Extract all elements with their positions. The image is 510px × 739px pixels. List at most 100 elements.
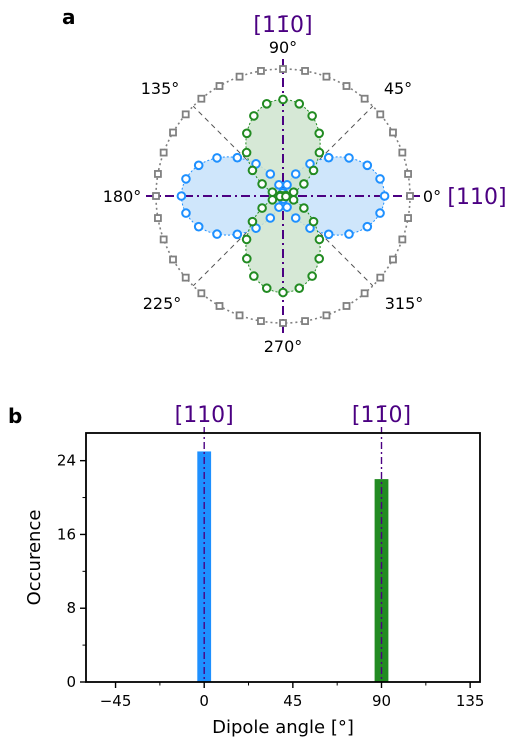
green-circle-marker <box>261 99 272 109</box>
blue-circle-marker <box>282 202 292 212</box>
green-circle-marker <box>314 147 325 158</box>
angle-label-270: 270° <box>264 337 303 356</box>
annotation-1-10: [11̄0] <box>253 13 312 38</box>
blue-circle-marker <box>212 229 222 239</box>
blue-circle-marker <box>265 169 276 179</box>
gray-square-marker <box>257 67 265 75</box>
angle-label-180: 180° <box>103 187 142 206</box>
polar-plot: 0° 45° 90° 135° 180° 225° 270° 315° [11̄0] [110] <box>103 13 507 356</box>
x-tick-label: −45 <box>100 692 132 710</box>
gray-square-marker <box>215 302 224 310</box>
gray-square-marker <box>376 110 385 119</box>
blue-circle-marker <box>323 152 334 163</box>
green-circle-marker <box>299 203 309 213</box>
green-circle-marker <box>308 165 319 176</box>
blue-circle-marker <box>193 221 204 232</box>
gray-square-marker <box>342 302 351 310</box>
green-circle-marker <box>249 111 259 121</box>
y-tick-label: 16 <box>57 525 76 543</box>
gray-square-marker <box>154 214 162 222</box>
green-circle-marker <box>247 216 258 227</box>
green-circle-marker <box>242 128 252 139</box>
green-circle-marker <box>267 195 278 205</box>
bar-chart: [110] [11̄0] −45 0 45 90 135 0 8 16 24 Dipole angle… <box>24 403 484 738</box>
green-circle-marker <box>247 165 258 176</box>
angle-label-90: 90° <box>269 38 297 57</box>
blue-circle-marker <box>375 174 385 184</box>
blue-circle-marker <box>323 229 334 240</box>
gray-square-marker <box>235 72 244 81</box>
x-tick-label: 135 <box>456 692 485 710</box>
gray-square-marker <box>257 317 265 325</box>
green-circle-marker <box>299 179 309 189</box>
green-circle-marker <box>261 283 272 293</box>
gray-square-marker <box>279 319 287 327</box>
green-circle-marker <box>241 147 252 158</box>
gray-square-marker <box>181 273 190 282</box>
gray-square-marker <box>360 94 369 103</box>
angle-label-0: 0° <box>423 187 441 206</box>
y-tick-label: 0 <box>66 673 76 691</box>
green-circle-marker <box>288 195 299 205</box>
y-tick-label: 8 <box>66 599 76 617</box>
blue-circle-marker <box>344 229 354 239</box>
blue-circle-marker <box>232 152 243 163</box>
gray-square-marker <box>154 170 162 178</box>
green-circle-marker <box>288 187 299 197</box>
green-circle-marker <box>241 234 252 245</box>
green-circle-marker <box>294 283 305 293</box>
green-circle-marker <box>314 234 325 245</box>
blue-circle-marker <box>212 153 222 163</box>
guide-label: [110] <box>175 403 234 428</box>
blue-circle-marker <box>232 229 243 240</box>
blue-circle-marker <box>265 213 276 223</box>
gray-square-marker <box>398 235 407 244</box>
annotation-110: [110] <box>447 185 506 210</box>
x-tick-label: 0 <box>199 692 209 710</box>
panel-b-label: b <box>8 404 22 428</box>
green-circle-marker <box>307 111 317 121</box>
guide-label: [11̄0] <box>352 403 411 428</box>
green-circle-marker <box>278 94 288 105</box>
green-circle-marker <box>307 271 317 281</box>
axes-frame <box>85 432 481 683</box>
green-circle-marker <box>257 179 267 189</box>
green-circle-marker <box>267 187 278 197</box>
gray-square-marker <box>389 128 397 137</box>
gray-square-marker <box>301 317 309 325</box>
blue-circle-marker <box>290 169 301 179</box>
blue-circle-marker <box>181 208 191 218</box>
green-circle-marker <box>308 216 319 227</box>
y-tick-label: 24 <box>57 452 76 470</box>
x-tick-label: 90 <box>372 692 391 710</box>
blue-circle-marker <box>344 153 354 163</box>
angle-label-225: 225° <box>143 294 182 313</box>
gray-square-marker <box>406 192 414 200</box>
gray-square-marker <box>342 82 351 90</box>
gray-square-marker <box>389 255 397 264</box>
blue-circle-marker <box>375 208 385 218</box>
green-circle-marker <box>257 203 267 213</box>
blue-circle-marker <box>193 160 204 171</box>
blue-circle-marker <box>274 180 284 190</box>
gray-square-marker <box>322 72 331 81</box>
gray-square-marker <box>215 82 224 90</box>
blue-circle-marker <box>290 213 301 223</box>
gray-square-marker <box>197 94 206 103</box>
green-circle-marker <box>314 253 324 264</box>
gray-square-marker <box>404 214 412 222</box>
gray-square-marker <box>322 311 331 320</box>
green-circle-marker <box>314 128 324 139</box>
gray-square-marker <box>159 148 168 157</box>
gray-square-marker <box>181 110 190 119</box>
x-axis-label: Dipole angle [°] <box>212 717 354 738</box>
green-circle-marker <box>242 253 252 264</box>
green-circle-marker <box>249 271 259 281</box>
x-tick-label: 45 <box>283 692 302 710</box>
gray-square-marker <box>159 235 168 244</box>
blue-circle-marker <box>176 191 187 201</box>
gray-square-marker <box>376 273 385 282</box>
panel-a-label: a <box>62 5 76 29</box>
blue-circle-marker <box>274 202 284 212</box>
